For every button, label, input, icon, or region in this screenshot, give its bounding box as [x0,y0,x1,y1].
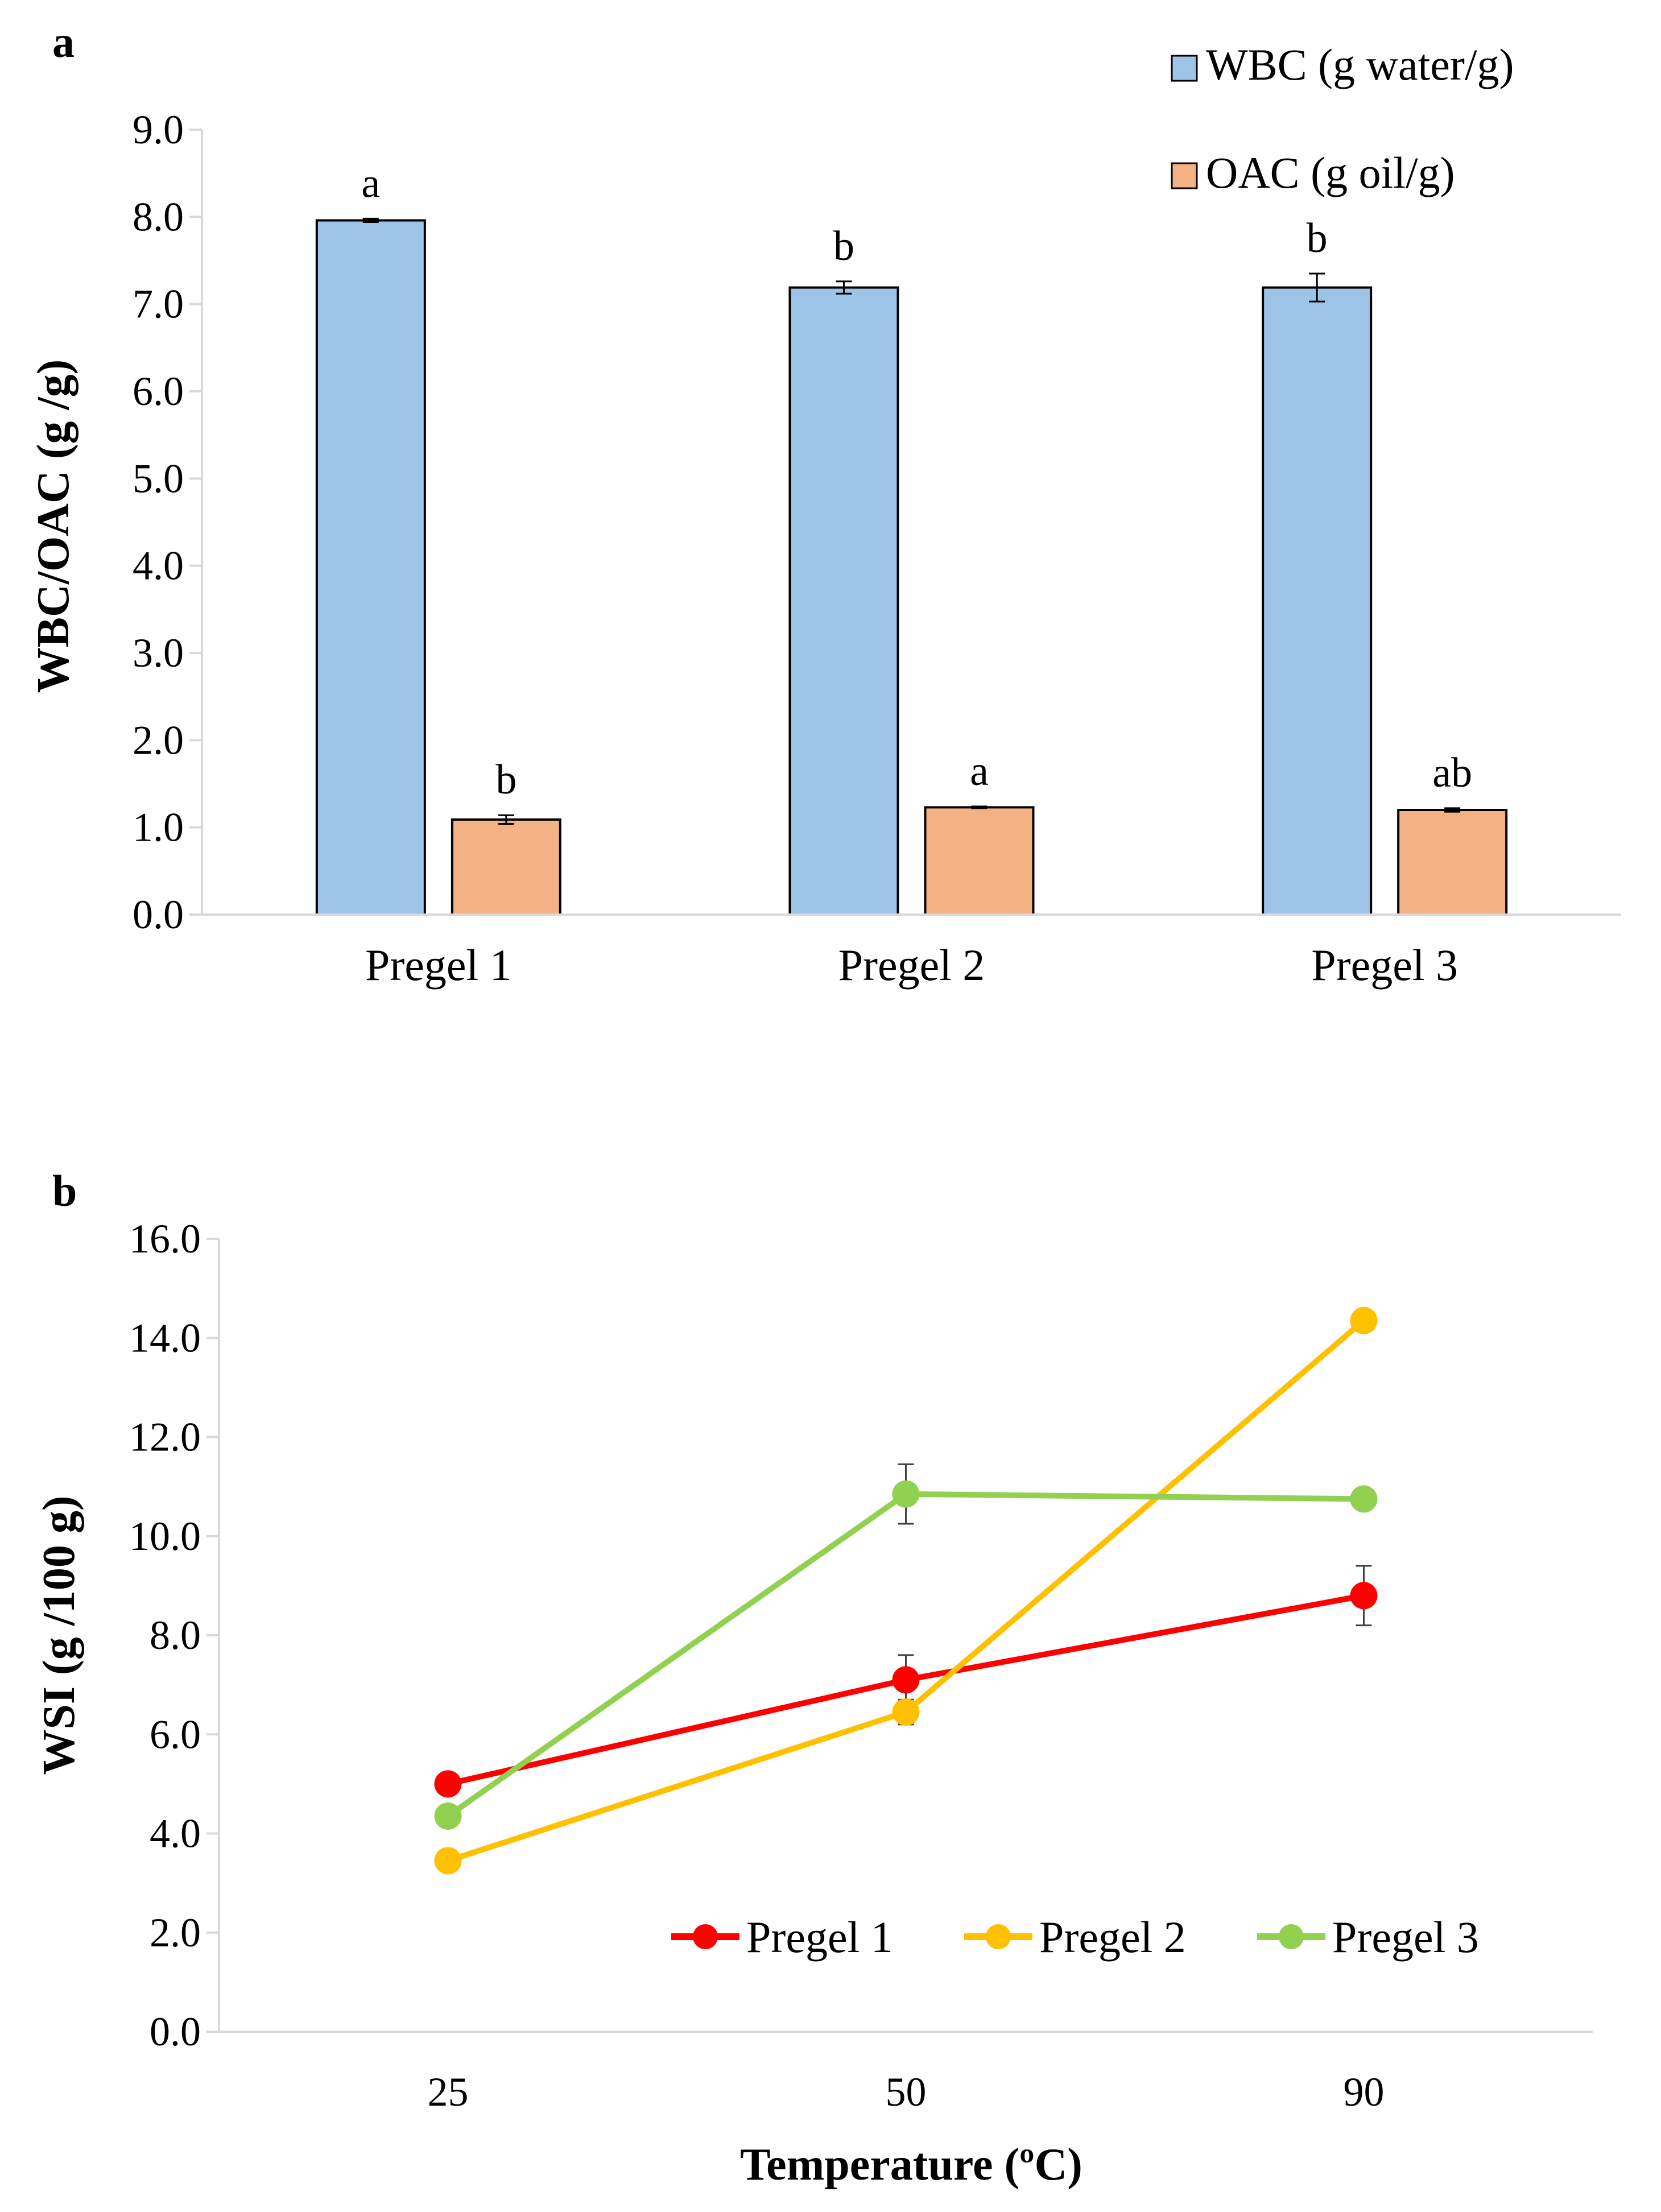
panel-b-y-axis-title: WSI (g /100 g) [34,1495,84,1775]
series-1 [434,1565,1378,1798]
data-point [434,1770,462,1798]
y-tick-label: 16.0 [129,1216,201,1262]
y-tick-label: 9.0 [133,107,184,152]
panel-b-x-axis-title: Temperature (ºC) [740,2140,1082,2190]
y-tick-label: 0.0 [150,2009,201,2054]
bar [924,806,1035,916]
series-line [447,1318,1366,1864]
y-tick-label: 8.0 [150,1613,201,1658]
y-tick-label: 6.0 [133,369,184,414]
panel-b-x-ticks: 25 50 90 [428,2069,1385,2115]
panel-a-y-ticks: 0.0 1.0 2.0 3.0 4.0 5.0 6.0 7.0 8.0 9.0 [133,107,203,937]
panel-a-y-axis-title: WBC/OAC (g /g) [28,359,78,693]
bar [451,818,561,916]
legend-oac-swatch [1171,162,1198,189]
y-tick-label: 7.0 [133,282,184,327]
legend-pregel2-label: Pregel 2 [1039,1912,1186,1962]
legend-pregel1-marker [693,1924,718,1949]
y-tick-label: 12.0 [129,1415,201,1460]
data-point [892,1698,920,1726]
panel-b-y-ticks: 0.0 2.0 4.0 6.0 8.0 10.0 12.0 14.0 16.0 [129,1216,219,2054]
significance-letter: ab [1432,750,1472,796]
panel-b-legend: Pregel 1 Pregel 2 Pregel 3 [671,1912,1479,1962]
panel-b: b 0.0 2.0 4.0 6.0 8.0 10.0 12.0 14.0 16.0 25 50 90… [34,1166,1593,2190]
significance-letter: b [833,223,854,270]
y-tick-label: 3.0 [133,630,184,676]
panel-b-letter: b [52,1166,77,1215]
y-tick-label: 5.0 [133,456,184,501]
y-tick-label: 1.0 [133,805,184,850]
bar [788,286,899,916]
bar [1262,286,1373,916]
significance-letter: a [361,160,380,206]
y-tick-label: 14.0 [129,1315,201,1361]
category-label: Pregel 2 [838,940,985,990]
significance-letter: a [970,748,989,795]
panel-a-categories: Pregel 1 Pregel 2 Pregel 3 [365,940,1458,990]
data-point [1350,1582,1378,1610]
x-tick-label: 25 [428,2069,469,2115]
y-tick-label: 2.0 [133,717,184,763]
panel-a: a 0.01.02.03.04.05.06.07.08.09.0 abbabab… [28,17,1621,990]
bar [315,219,426,916]
bar [1397,809,1508,916]
legend-oac-label: OAC (g oil/g) [1206,148,1455,197]
y-tick-label: 10.0 [129,1514,201,1559]
significance-letter: b [495,756,517,803]
y-tick-label: 4.0 [150,1811,201,1857]
significance-letter: b [1307,215,1328,262]
legend-pregel3-label: Pregel 3 [1332,1912,1479,1962]
data-point [892,1666,920,1694]
data-point [434,1847,462,1875]
data-point [892,1480,920,1508]
category-label: Pregel 1 [365,940,512,990]
x-tick-label: 50 [886,2069,927,2115]
legend-pregel3-marker [1279,1924,1304,1949]
y-tick-label: 2.0 [150,1910,201,1955]
legend-wbc-label: WBC (g water/g) [1206,40,1514,89]
y-tick-label: 4.0 [133,543,184,589]
legend-pregel1-label: Pregel 1 [746,1912,893,1962]
panel-a-legend: WBC (g water/g) OAC (g oil/g) [1171,40,1514,197]
y-tick-label: 8.0 [133,194,184,239]
y-tick-label: 6.0 [150,1711,201,1757]
legend-pregel2-marker [986,1924,1011,1949]
series-3 [434,1463,1378,1830]
panel-a-letter: a [52,17,75,67]
panel-b-series [434,1306,1378,1875]
data-point [1350,1306,1378,1334]
y-tick-label: 0.0 [133,892,184,937]
series-2 [434,1306,1378,1875]
legend-wbc-swatch [1171,55,1198,82]
category-label: Pregel 3 [1311,940,1458,990]
data-point [1350,1485,1378,1513]
x-tick-label: 90 [1344,2069,1385,2115]
data-point [434,1802,462,1830]
